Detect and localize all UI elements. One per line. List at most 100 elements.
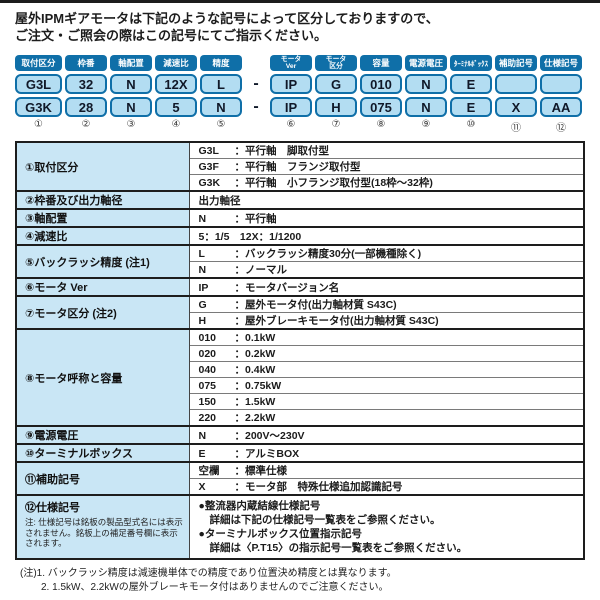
table-row: G3F ：平行軸 フランジ取付型 xyxy=(16,158,585,175)
row-label-auxiliary-code: ⑪補助記号 xyxy=(15,461,190,496)
spec-bullet-1: ●整流器内蔵結線仕様記号 xyxy=(198,500,321,512)
spec-code: 020 xyxy=(198,348,217,360)
intro-line-1: 屋外IPMギアモータは下記のような記号によって区分しておりますので、 xyxy=(15,11,439,26)
code-col-shaft-arrangement: 軸配置 N N ③ xyxy=(110,55,152,132)
spec-desc: ：平行軸 フランジ取付型 xyxy=(234,161,361,173)
separator-dash: - xyxy=(253,98,259,115)
table-row: ⑧モータ呼称と容量 010 ：0.1kW xyxy=(15,328,585,427)
badge-motor-class-top: モータ xyxy=(325,56,347,63)
spec-value-cell: 220 ：2.2kW xyxy=(188,409,585,427)
separator-dash: - xyxy=(253,75,259,92)
spec-code: 150 xyxy=(198,396,217,408)
spec-desc: ：バックラッシ精度30分(一部機種除く) xyxy=(234,248,422,260)
code-value-box: G3L xyxy=(15,74,62,94)
badge-motor-ver-top: モータ xyxy=(280,56,302,63)
table-row: ⑪補助記号 空欄 ：標準仕様 xyxy=(15,461,585,496)
table-row: 075 ：0.75kW xyxy=(16,377,585,394)
table-row: ⑥モータ Ver IP ：モータバージョン名 xyxy=(15,277,585,297)
spec-desc: ：平行軸 小フランジ取付型(18枠～32枠) xyxy=(234,177,433,189)
spec-desc: ：屋外モータ付(出力軸材質 S43C) xyxy=(234,299,397,311)
spec-code: G3K xyxy=(198,177,221,189)
table-row: H ：屋外ブレーキモータ付(出力軸材質 S43C) xyxy=(16,312,585,330)
spec-value-cell: N ：200V～230V xyxy=(188,425,585,445)
row-label-shaft-arrangement: ③軸配置 xyxy=(15,208,190,228)
badge-capacity: 容量 xyxy=(360,55,402,71)
table-row: G3K ：平行軸 小フランジ取付型(18枠～32枠) xyxy=(16,174,585,192)
spec-code-row-title: ⑫仕様記号 xyxy=(25,502,80,514)
code-value-box-empty xyxy=(495,74,537,94)
spec-code: X xyxy=(198,481,206,493)
code-col-spec-code: 仕様記号 AA ⑫ xyxy=(540,55,582,134)
row-label-backlash-precision: ⑤バックラッシ精度 (注1) xyxy=(15,244,190,279)
circled-number-3: ③ xyxy=(126,119,136,130)
badge-auxiliary-code: 補助記号 xyxy=(495,55,537,71)
separator-spacer xyxy=(245,55,267,71)
row-label-frame-and-shaft: ②枠番及び出力軸径 xyxy=(15,190,190,210)
row-label-power-voltage: ⑨電源電圧 xyxy=(15,425,190,445)
code-col-mounting-category: 取付区分 G3L G3K ① xyxy=(15,55,62,132)
circled-number-9: ⑨ xyxy=(421,119,431,130)
code-value-box: H xyxy=(315,97,357,117)
circled-number-8: ⑧ xyxy=(376,119,386,130)
spec-desc: ：平行軸 xyxy=(234,212,277,225)
spec-value-cell: 出力軸径 xyxy=(188,190,585,210)
model-code-grid: 取付区分 G3L G3K ① 枠番 32 28 ② 軸配置 N N ③ 減速比 … xyxy=(15,55,585,134)
spec-desc: ：0.4kW xyxy=(234,364,276,376)
code-value-box: 12X xyxy=(155,74,197,94)
spec-value-cell: 020 ：0.2kW xyxy=(188,345,585,362)
code-col-terminal-box: ﾀｰﾐﾅﾙﾎﾞｯｸｽ E E ⑩ xyxy=(450,55,492,132)
spec-desc: ：0.75kW xyxy=(234,380,282,392)
spec-desc: ：モータ部 特殊仕様追加認識記号 xyxy=(234,481,403,493)
table-row: ⑫仕様記号 注: 仕様記号は銘板の製品型式名には表示されません。銘板上の補足番号… xyxy=(15,494,585,560)
code-col-motor-ver: モータ Ver IP IP ⑥ xyxy=(270,55,312,132)
spec-code-row-note: 注: 仕様記号は銘板の製品型式名には表示されません。銘板上の補足番号欄に表示され… xyxy=(25,517,183,548)
row-label-spec-code: ⑫仕様記号 注: 仕様記号は銘板の製品型式名には表示されません。銘板上の補足番号… xyxy=(15,494,190,560)
footnotes: (注)1. バックラッシ精度は減速機単体での精度であり位置決め精度とは異なります… xyxy=(20,567,585,595)
spec-value-cell: 5：1/5 12X：1/1200 xyxy=(188,226,585,246)
code-value-box: 5 xyxy=(155,97,197,117)
badge-terminal-box: ﾀｰﾐﾅﾙﾎﾞｯｸｽ xyxy=(450,55,492,71)
spec-code: G xyxy=(198,299,207,311)
code-col-frame-number: 枠番 32 28 ② xyxy=(65,55,107,132)
code-value-box: N xyxy=(110,97,152,117)
badge-shaft-arrangement: 軸配置 xyxy=(110,55,152,71)
code-value-box: IP xyxy=(270,97,312,117)
spec-code: E xyxy=(198,447,206,460)
code-value-box: N xyxy=(405,74,447,94)
circled-number-11: ⑪ xyxy=(511,123,521,134)
code-value-box: E xyxy=(450,74,492,94)
spec-desc: ：0.1kW xyxy=(234,332,276,344)
spec-bullet-1-detail: 詳細は下記の仕様記号一覧表をご参照ください。 xyxy=(209,514,441,526)
code-value-box: N xyxy=(405,97,447,117)
spec-value-cell: L ：バックラッシ精度30分(一部機種除く) xyxy=(188,244,585,262)
spec-table: ①取付区分 G3L ：平行軸 脚取付型 G3F ：平行軸 フランジ取付型 G3K ：平… xyxy=(15,141,585,560)
badge-spec-code: 仕様記号 xyxy=(540,55,582,71)
row-label-motor-capacity: ⑧モータ呼称と容量 xyxy=(15,328,190,427)
badge-reduction-ratio: 減速比 xyxy=(155,55,197,71)
badge-frame-number: 枠番 xyxy=(65,55,107,71)
code-col-auxiliary-code: 補助記号 X ⑪ xyxy=(495,55,537,134)
circled-number-4: ④ xyxy=(171,119,181,130)
table-row: ⑩ターミナルボックス E ：アルミBOX xyxy=(15,443,585,463)
spec-value-cell: 150 ：1.5kW xyxy=(188,393,585,410)
code-value-box: AA xyxy=(540,97,582,117)
row-label-motor-class: ⑦モータ区分 (注2) xyxy=(15,295,190,330)
spec-value-cell: G3L ：平行軸 脚取付型 xyxy=(188,141,585,159)
spec-code: 010 xyxy=(198,332,217,344)
spec-desc: ：モータバージョン名 xyxy=(234,281,340,294)
spec-code: H xyxy=(198,315,207,327)
code-col-motor-class: モータ 区分 G H ⑦ xyxy=(315,55,357,132)
code-col-separator: - - xyxy=(245,55,267,132)
spec-value-cell: G3F ：平行軸 フランジ取付型 xyxy=(188,158,585,175)
badge-motor-ver: モータ Ver xyxy=(270,55,312,71)
spec-bullet-2-detail: 詳細は〈P.T15〉の指示記号一覧表をご参照ください。 xyxy=(209,542,468,554)
spec-desc: ：1.5kW xyxy=(234,396,276,408)
code-value-box: E xyxy=(450,97,492,117)
spec-code: N xyxy=(198,264,207,276)
spec-desc: ：2.2kW xyxy=(234,412,276,424)
table-row: ②枠番及び出力軸径 出力軸径 xyxy=(15,190,585,210)
code-value-box: 010 xyxy=(360,74,402,94)
spec-desc: ：アルミBOX xyxy=(234,447,300,460)
spec-code: G3F xyxy=(198,161,219,173)
spec-value-cell: H ：屋外ブレーキモータ付(出力軸材質 S43C) xyxy=(188,312,585,330)
